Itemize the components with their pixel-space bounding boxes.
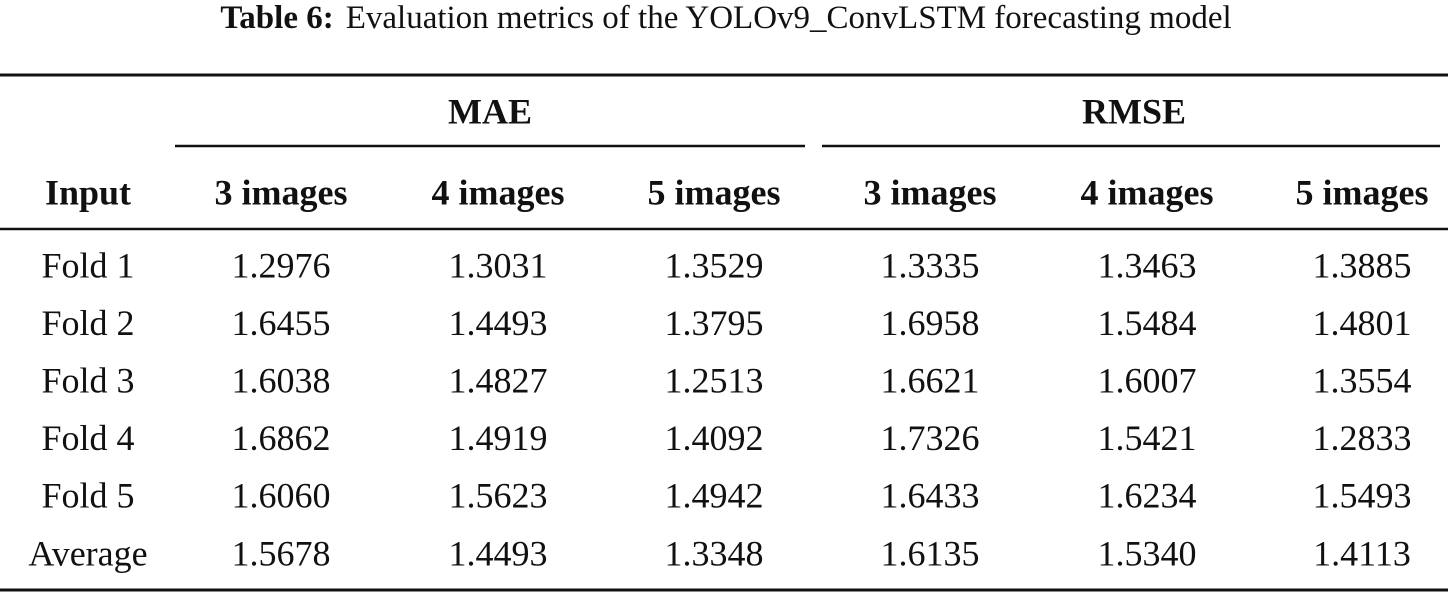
group-header: MAE: [448, 91, 532, 131]
cell: 1.3335: [881, 245, 980, 285]
cell: 1.6060: [232, 476, 331, 516]
cell: 1.3885: [1313, 245, 1412, 285]
caption-text: Evaluation metrics of the YOLOv9_ConvLST…: [346, 0, 1232, 36]
row-label: Fold 1: [41, 245, 134, 285]
cell: 1.4493: [449, 303, 548, 343]
cell: 1.6455: [232, 303, 331, 343]
row-label: Average: [28, 533, 147, 573]
cell: 1.6007: [1098, 360, 1197, 400]
cell: 1.5484: [1098, 303, 1197, 343]
caption-label: Table 6:: [220, 0, 333, 36]
cell: 1.5623: [449, 476, 548, 516]
cell: 1.4827: [449, 360, 548, 400]
cell: 1.4801: [1313, 303, 1412, 343]
column-header: 4 images: [1081, 172, 1214, 212]
cell: 1.4942: [665, 476, 764, 516]
cell: 1.6433: [881, 476, 980, 516]
row-label: Fold 2: [41, 303, 134, 343]
cell: 1.6958: [881, 303, 980, 343]
cell: 1.5493: [1313, 476, 1412, 516]
cell: 1.6038: [232, 360, 331, 400]
cell: 1.4113: [1313, 533, 1411, 573]
cell: 1.3031: [449, 245, 548, 285]
cell: 1.3795: [665, 303, 764, 343]
cell: 1.3463: [1098, 245, 1197, 285]
group-header: RMSE: [1082, 91, 1186, 131]
cell: 1.6621: [881, 360, 980, 400]
column-header: 4 images: [432, 172, 565, 212]
row-label: Fold 4: [41, 418, 134, 458]
cell: 1.6234: [1098, 476, 1197, 516]
cell: 1.4919: [449, 418, 548, 458]
cell: 1.2833: [1313, 418, 1412, 458]
cell: 1.3554: [1313, 360, 1412, 400]
cell: 1.4493: [449, 533, 548, 573]
column-header: 3 images: [215, 172, 348, 212]
cell: 1.5678: [232, 533, 331, 573]
cell: 1.2513: [665, 360, 764, 400]
column-header: 5 images: [648, 172, 781, 212]
row-label: Fold 5: [41, 476, 134, 516]
cell: 1.5340: [1098, 533, 1197, 573]
cell: 1.3348: [665, 533, 764, 573]
row-label: Fold 3: [41, 360, 134, 400]
cell: 1.7326: [881, 418, 980, 458]
cell: 1.5421: [1098, 418, 1197, 458]
column-header: 3 images: [864, 172, 997, 212]
column-header: 5 images: [1296, 172, 1429, 212]
cell: 1.2976: [232, 245, 331, 285]
column-header: Input: [45, 172, 131, 212]
cell: 1.4092: [665, 418, 764, 458]
cell: 1.6862: [232, 418, 331, 458]
caption: Table 6: Evaluation metrics of the YOLOv9…: [220, 0, 1231, 36]
cell: 1.3529: [665, 245, 764, 285]
cell: 1.6135: [881, 533, 980, 573]
